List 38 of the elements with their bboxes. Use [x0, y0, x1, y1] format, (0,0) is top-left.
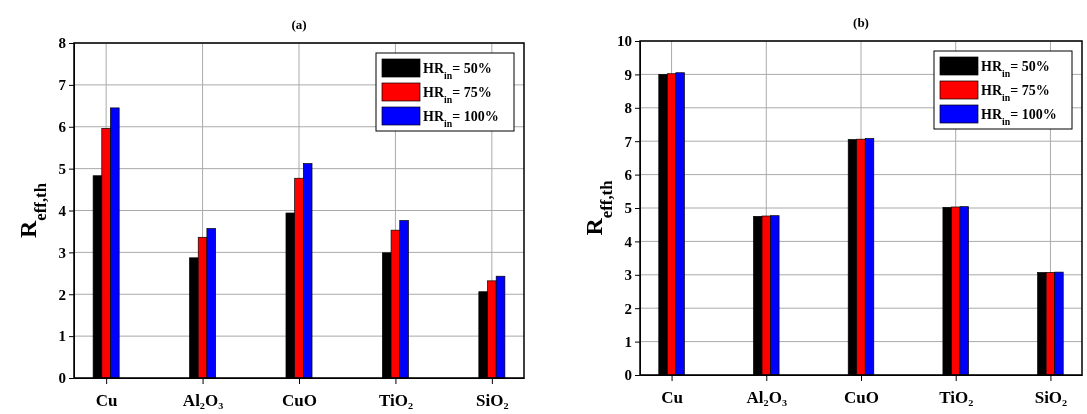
- y-tick-label: 10: [617, 33, 632, 50]
- y-tick-label: 6: [624, 166, 633, 183]
- y-tick-label: 5: [624, 200, 632, 217]
- y-tick-label: 5: [58, 160, 66, 177]
- y-tick-label: 0: [624, 367, 632, 384]
- y-tick-label: 4: [624, 233, 633, 250]
- x-tick-label: Cu: [95, 391, 118, 411]
- y-tick-label: 7: [624, 133, 633, 150]
- y-tick-label: 8: [624, 100, 632, 117]
- y-tick-label: 0: [58, 370, 66, 387]
- x-tick-label: Cu: [661, 388, 683, 408]
- y-tick-label: 9: [624, 66, 632, 83]
- y-tick-label: 8: [58, 35, 66, 52]
- x-tick-label: Al₂O₃: [182, 391, 224, 411]
- x-tick-label: SiO₂: [476, 391, 509, 411]
- x-tick-label: CuO: [282, 391, 317, 411]
- legend-label: HR$_{in}$= 50%: [981, 59, 1050, 79]
- x-tick-label: CuO: [844, 388, 879, 408]
- x-tick-label: TiO₂: [378, 391, 413, 411]
- legend-label: HR$_{in}$= 100%: [981, 107, 1057, 127]
- y-tick-label: 6: [58, 119, 67, 136]
- legend-label: HR$_{in}$= 100%: [423, 109, 499, 129]
- x-tick-label: TiO₂: [939, 388, 974, 408]
- y-tick-label: 2: [58, 286, 66, 303]
- x-tick-label: SiO₂: [1034, 388, 1068, 408]
- legend-label: HR$_{in}$= 75%: [423, 85, 492, 105]
- y-tick-label: 1: [58, 328, 66, 345]
- y-tick-label: 1: [624, 333, 632, 350]
- y-tick-label: 3: [624, 267, 632, 284]
- y-tick-label: 3: [58, 244, 66, 261]
- y-tick-label: 2: [624, 300, 632, 317]
- legend-label: HR$_{in}$= 75%: [981, 83, 1050, 103]
- x-tick-label: Al₂O₃: [746, 388, 787, 408]
- y-tick-label: 7: [58, 77, 67, 94]
- legend-label: HR$_{in}$= 50%: [423, 61, 492, 81]
- y-tick-label: 4: [58, 202, 67, 219]
- chart-title: (a): [291, 17, 307, 32]
- chart-title: (b): [853, 15, 869, 30]
